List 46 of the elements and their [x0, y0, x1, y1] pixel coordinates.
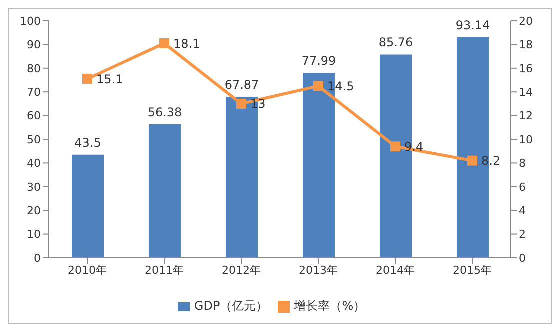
y2-tick-label: 18	[519, 38, 533, 52]
x-tick-label: 2011年	[145, 264, 184, 277]
bar	[72, 154, 104, 258]
data-label: 85.76	[378, 36, 414, 50]
x-tick-label: 2015年	[453, 264, 492, 277]
point	[160, 38, 170, 49]
point	[236, 98, 246, 109]
y-tick-label: 60	[27, 110, 41, 123]
point	[468, 156, 478, 166]
y2-tick-label: 10	[519, 133, 533, 146]
legend-label: GDP（亿元）	[194, 299, 268, 313]
x-tick-label: 2014年	[376, 264, 415, 277]
y-tick-label: 30	[27, 180, 41, 194]
y2-tick-label: 4	[519, 204, 526, 218]
legend-label: 增长率（%）	[294, 299, 366, 313]
y2-tick-label: 20	[519, 14, 533, 28]
y2-tick-label: 16	[519, 62, 533, 76]
y2-tick-label: 2	[519, 228, 526, 242]
y-tick-label: 0	[34, 252, 41, 265]
y-tick-label: 40	[27, 157, 41, 170]
x-tick-label: 2012年	[222, 264, 261, 277]
y-tick-label: 10	[27, 228, 41, 242]
y2-tick-label: 6	[519, 180, 526, 194]
y2-tick-label: 14	[519, 86, 533, 100]
y-tick-label: 90	[27, 38, 41, 52]
x-tick-label: 2013年	[299, 264, 338, 277]
data-label: 15.1	[96, 72, 124, 86]
y-tick-label: 100	[20, 14, 41, 28]
bar	[149, 124, 181, 258]
y2-tick-label: 0	[519, 252, 526, 265]
data-label: 77.99	[302, 54, 336, 68]
point	[314, 81, 324, 92]
data-label: 43.5	[74, 136, 102, 150]
x-tick-label: 2010年	[68, 264, 107, 277]
y2-tick-label: 12	[519, 110, 533, 123]
y-tick-label: 70	[27, 86, 41, 100]
data-label: 56.38	[148, 105, 182, 120]
point	[390, 142, 400, 152]
y2-tick-label: 8	[519, 157, 526, 170]
data-label: 93.14	[456, 18, 490, 32]
data-label: 18.1	[174, 36, 200, 51]
point	[82, 74, 92, 84]
data-label: 67.87	[224, 78, 260, 92]
y-tick-label: 50	[27, 133, 41, 146]
y-tick-label: 20	[27, 204, 41, 218]
y-tick-label: 80	[27, 62, 41, 76]
